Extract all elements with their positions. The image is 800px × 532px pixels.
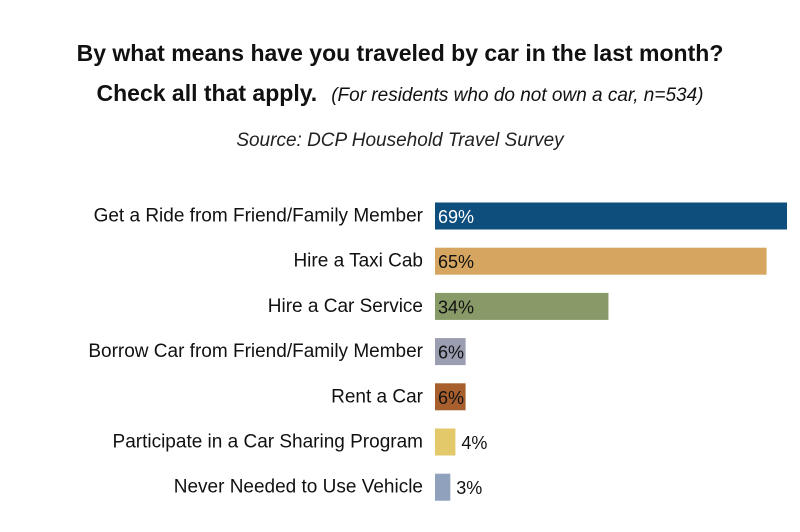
- bar: [435, 473, 451, 501]
- chart-title-line-1: By what means have you traveled by car i…: [76, 40, 724, 66]
- data-label: 69%: [438, 207, 474, 227]
- category-label: Hire a Taxi Cab: [293, 251, 423, 272]
- data-label: 34%: [438, 297, 474, 317]
- category-label: Borrow Car from Friend/Family Member: [88, 341, 423, 362]
- bar: [435, 383, 466, 411]
- bar: [435, 247, 767, 275]
- chart-title-instruction: Check all that apply.: [96, 80, 318, 106]
- data-label: 65%: [438, 252, 474, 272]
- bar: [435, 428, 456, 456]
- data-label: 6%: [438, 343, 464, 363]
- chart-subtitle: (For residents who do not own a car, n=5…: [331, 85, 704, 106]
- chart-source: Source: DCP Household Travel Survey: [236, 130, 564, 151]
- data-label: 4%: [461, 433, 487, 453]
- bar: [435, 202, 787, 230]
- bar: [435, 292, 609, 320]
- category-label: Rent a Car: [331, 386, 424, 407]
- bar: [435, 338, 466, 366]
- data-label: 6%: [438, 388, 464, 408]
- category-label: Never Needed to Use Vehicle: [174, 477, 423, 498]
- data-label: 3%: [456, 478, 482, 498]
- category-label: Participate in a Car Sharing Program: [113, 432, 423, 453]
- category-label: Get a Ride from Friend/Family Member: [94, 206, 424, 227]
- chart-title-line-2: Check all that apply. (For residents who …: [0, 80, 800, 107]
- category-label: Hire a Car Service: [268, 296, 423, 317]
